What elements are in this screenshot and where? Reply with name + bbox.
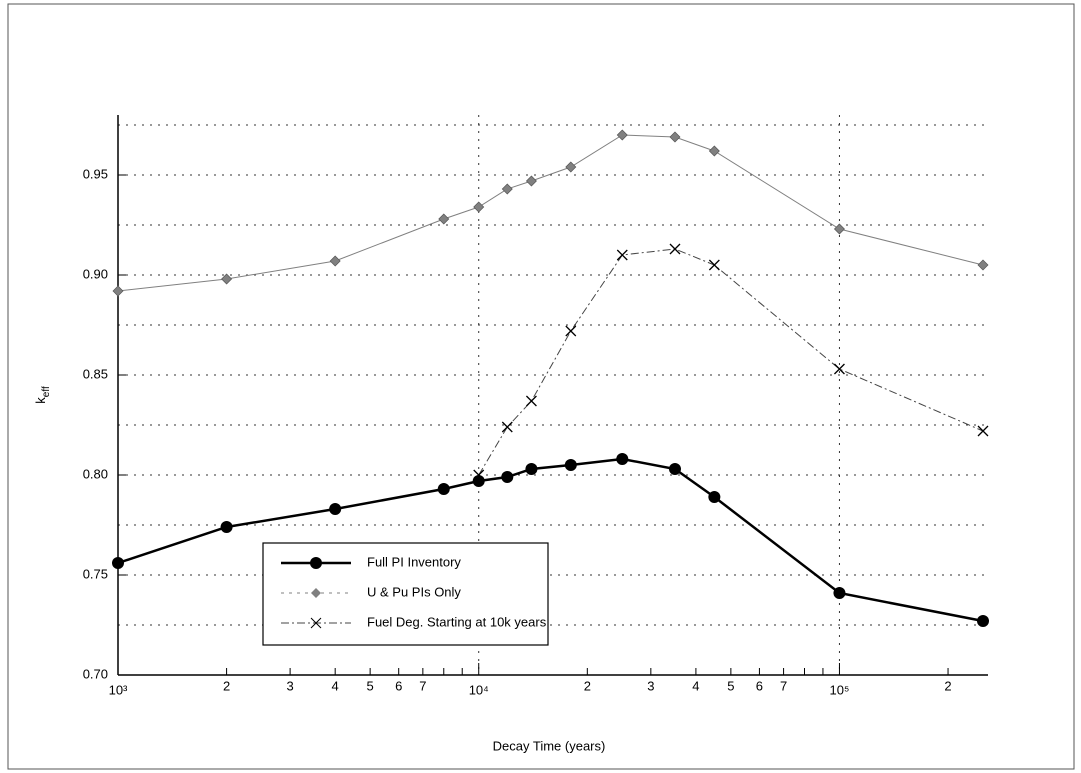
marker [833, 587, 846, 599]
marker [501, 471, 514, 483]
marker [220, 521, 233, 533]
x-tick-label: 4 [332, 678, 339, 693]
marker [329, 503, 342, 515]
x-axis-label: Decay Time (years) [493, 738, 606, 753]
marker [669, 243, 681, 255]
marker [501, 421, 513, 433]
x-tick-label: 6 [756, 678, 763, 693]
marker [525, 175, 537, 187]
legend-marker [310, 557, 322, 569]
marker [565, 161, 577, 173]
y-tick-label: 0.85 [83, 366, 108, 381]
x-tick-label: 5 [367, 678, 374, 693]
marker [112, 557, 124, 569]
marker [708, 145, 720, 157]
marker [616, 453, 629, 465]
marker [472, 475, 485, 487]
marker [564, 459, 577, 471]
x-tick-label: 2 [223, 678, 230, 693]
legend-marker [310, 617, 322, 629]
marker [438, 213, 450, 225]
marker [329, 255, 341, 267]
x-tick-label: 3 [647, 678, 654, 693]
marker [437, 483, 450, 495]
y-tick-label: 0.95 [83, 166, 108, 181]
marker [473, 469, 485, 481]
marker [669, 131, 681, 143]
x-tick-label: 5 [727, 678, 734, 693]
x-tick-label: 7 [419, 678, 426, 693]
marker [833, 223, 845, 235]
x-tick-label: 4 [692, 678, 699, 693]
marker [668, 463, 681, 475]
marker [525, 395, 537, 407]
y-tick-label: 0.80 [83, 466, 108, 481]
legend-marker [311, 588, 321, 598]
marker [708, 491, 721, 503]
x-tick-label: 6 [395, 678, 402, 693]
y-tick-label: 0.75 [83, 566, 108, 581]
marker [112, 285, 124, 297]
marker [616, 129, 628, 141]
x-tick-label: 2 [944, 678, 951, 693]
legend-label: U & Pu PIs Only [367, 584, 461, 599]
marker [616, 249, 628, 261]
marker [565, 325, 577, 337]
marker [473, 201, 485, 213]
x-tick-label: 10³ [109, 682, 128, 697]
x-tick-label: 7 [780, 678, 787, 693]
marker [977, 259, 989, 271]
y-tick-label: 0.90 [83, 266, 108, 281]
marker [833, 363, 845, 375]
series-line [478, 248, 984, 476]
x-tick-label: 10⁵ [830, 682, 850, 697]
marker [501, 183, 513, 195]
x-tick-label: 2 [584, 678, 591, 693]
legend-box [262, 542, 549, 646]
series-line [117, 134, 984, 292]
series-line [117, 457, 984, 623]
x-tick-label: 3 [286, 678, 293, 693]
marker [221, 273, 233, 285]
marker [977, 425, 989, 437]
y-axis-label: keff [33, 386, 51, 404]
marker [525, 463, 538, 475]
x-tick-label: 10⁴ [469, 682, 489, 697]
y-tick-label: 0.70 [83, 666, 108, 681]
legend-label: Fuel Deg. Starting at 10k years [367, 614, 547, 629]
frame [7, 3, 1075, 770]
marker [977, 615, 989, 627]
legend-label: Full PI Inventory [367, 554, 461, 569]
marker [708, 259, 720, 271]
